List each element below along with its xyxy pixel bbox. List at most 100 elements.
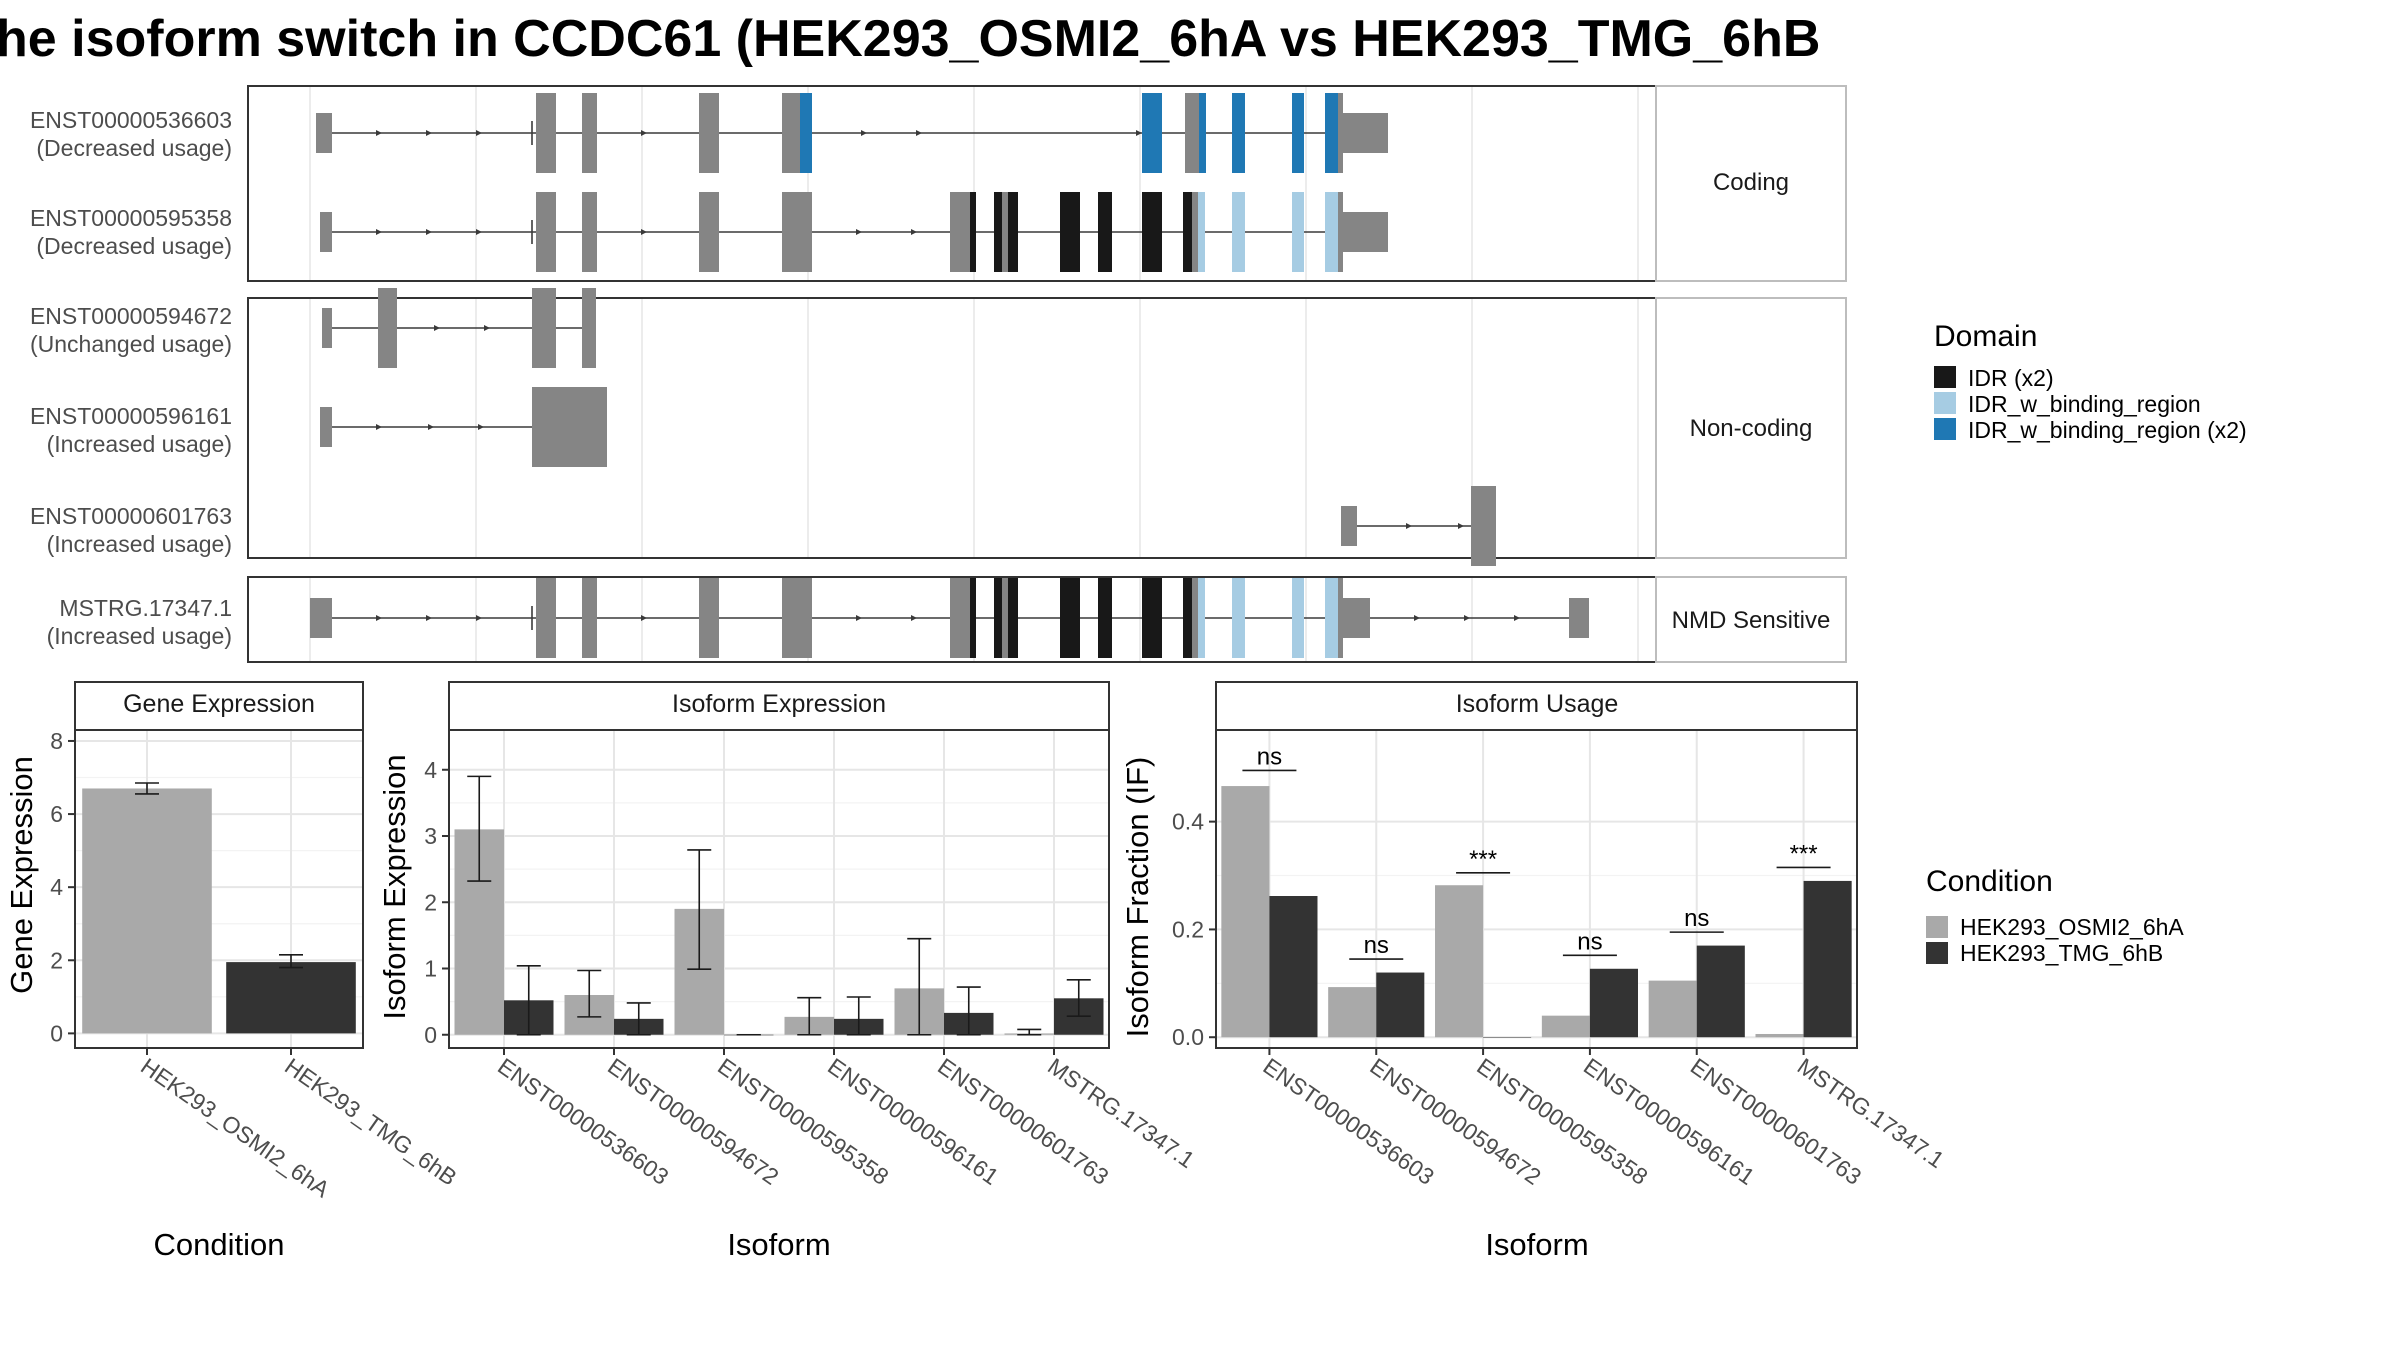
direction-arrow [376, 229, 382, 235]
error-bar [687, 849, 712, 970]
utr-exon [322, 308, 332, 348]
x-tick-label: ENST00000595358 [1472, 1053, 1652, 1190]
domain-segment [1232, 578, 1245, 658]
strip-background [1655, 576, 1847, 663]
y-axis-title: Isoform Expression [377, 754, 412, 1019]
utr-exon [320, 407, 332, 447]
x-axis-title: Isoform [727, 1227, 830, 1262]
plot-border [448, 729, 1110, 1049]
legend-title: Condition [1926, 865, 2053, 898]
coding-exon [536, 192, 556, 272]
utr-exon [1343, 212, 1388, 252]
direction-arrow [1414, 615, 1420, 621]
domain-segment [1060, 578, 1080, 658]
bar [1483, 1037, 1532, 1038]
error-bar [516, 965, 541, 1036]
coding-exon [378, 288, 397, 368]
utr-exon [1569, 598, 1589, 638]
transcript-id: ENST00000596161 [30, 403, 232, 429]
domain-segment [1198, 578, 1205, 658]
error-bar [467, 775, 492, 882]
domain-segment [1232, 192, 1245, 272]
strip-background [1655, 85, 1847, 282]
domain-segment [1232, 93, 1245, 173]
plot-background [449, 730, 1109, 1048]
transcript-id: ENST00000595358 [30, 205, 232, 231]
plot-area: nsns***nsns***0.00.20.4ENST00000536603EN… [1172, 729, 1949, 1190]
error-bar [279, 953, 303, 969]
strip-label: Non-coding [1690, 415, 1813, 442]
transcript-usage: (Increased usage) [47, 431, 232, 457]
coding-exon [782, 578, 812, 658]
section-non-coding: Non-coding [247, 297, 1847, 559]
x-tick-label: ENST00000594672 [1365, 1053, 1545, 1190]
coding-exon [1002, 578, 1008, 658]
direction-arrow [426, 130, 432, 136]
structure-gridlines [309, 87, 1639, 661]
isoform-expression-chart: Isoform Expression Isoform Isoform Expre… [377, 681, 1199, 1262]
y-tick-label: 0.4 [1172, 809, 1204, 835]
utr-exon [1341, 506, 1357, 546]
domain-segment [1183, 578, 1192, 658]
legend-swatch-idr [1934, 366, 1956, 388]
legend-label: IDR_w_binding_region [1968, 391, 2201, 417]
y-tick-label: 2 [50, 947, 63, 973]
y-tick-label: 0 [424, 1022, 437, 1048]
direction-arrow [376, 424, 382, 430]
x-axis-title: Condition [154, 1227, 285, 1262]
direction-arrow [426, 615, 432, 621]
coding-exon [782, 192, 812, 272]
error-bar [1066, 978, 1091, 1018]
bar [1221, 786, 1270, 1038]
isoform-usage-chart: Isoform Usage Isoform Isoform Fraction (… [1120, 681, 1949, 1262]
direction-arrow [1406, 523, 1412, 529]
figure-title: he isoform switch in CCDC61 (HEK293_OSMI… [0, 10, 1820, 68]
y-tick-label: 8 [50, 728, 63, 754]
direction-arrow [1458, 523, 1464, 529]
domain-segment [1183, 192, 1192, 272]
legend-swatch-osmi2 [1926, 916, 1948, 938]
direction-arrow [478, 424, 484, 430]
direction-arrow [856, 615, 862, 621]
utr-exon [316, 113, 332, 153]
error-bar [797, 996, 822, 1036]
bar [1541, 1015, 1590, 1038]
direction-arrow [376, 615, 382, 621]
transcript-structure-plot: Coding Non-coding NMD Sensitive ENST0000… [30, 85, 1847, 663]
bar [1755, 1033, 1804, 1038]
domain-segment [1292, 93, 1304, 173]
bar [1376, 972, 1425, 1038]
domain-segment [994, 192, 1002, 272]
error-bar [626, 1002, 651, 1036]
direction-arrow [376, 130, 382, 136]
error-bar [577, 969, 602, 1018]
significance-label: ns [1257, 743, 1282, 770]
coding-exon [532, 288, 556, 368]
domain-legend: Domain IDR (x2) IDR_w_binding_region IDR… [1934, 320, 2247, 443]
coding-exon [582, 288, 596, 368]
transcript-model-0 [316, 93, 1388, 173]
legend-swatch-idr-binding-x2 [1934, 418, 1956, 440]
bar [1803, 880, 1852, 1038]
coding-exon [1338, 192, 1343, 272]
y-tick-label: 2 [424, 889, 437, 915]
bar [1589, 968, 1638, 1038]
legend-label: HEK293_OSMI2_6hA [1960, 914, 2184, 940]
bar [1269, 896, 1318, 1038]
direction-arrow [916, 130, 922, 136]
y-tick-label: 0.2 [1172, 916, 1204, 942]
coding-exon [1338, 578, 1343, 658]
direction-arrow [476, 229, 482, 235]
domain-segment [1008, 192, 1018, 272]
coding-exon [532, 387, 607, 467]
facet-title: Isoform Usage [1456, 690, 1619, 718]
direction-arrow [476, 130, 482, 136]
domain-segment [1142, 192, 1162, 272]
direction-arrow [1464, 615, 1470, 621]
transcript-usage: (Unchanged usage) [30, 331, 232, 357]
plot-background [1216, 730, 1857, 1048]
legend-label: IDR (x2) [1968, 365, 2054, 391]
coding-exon [536, 93, 556, 173]
direction-arrow [1136, 130, 1142, 136]
facet-strip [448, 681, 1110, 731]
